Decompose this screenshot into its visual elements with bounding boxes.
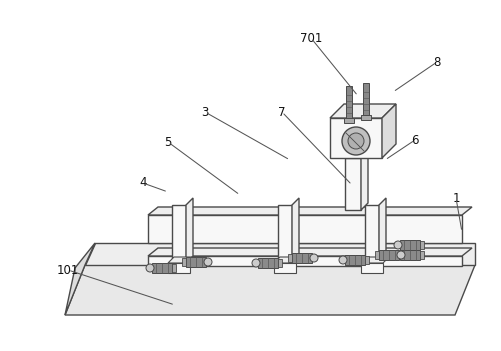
Polygon shape — [399, 250, 419, 260]
Polygon shape — [172, 264, 176, 272]
Polygon shape — [344, 158, 360, 210]
Circle shape — [347, 133, 363, 149]
Polygon shape — [344, 255, 364, 265]
Polygon shape — [148, 248, 471, 256]
Polygon shape — [360, 115, 370, 120]
Polygon shape — [148, 256, 461, 266]
Polygon shape — [258, 258, 278, 268]
Polygon shape — [378, 198, 385, 263]
Polygon shape — [378, 250, 398, 260]
Polygon shape — [360, 151, 367, 210]
Text: 101: 101 — [57, 264, 79, 277]
Polygon shape — [381, 104, 395, 158]
Polygon shape — [329, 118, 381, 158]
Polygon shape — [148, 215, 461, 243]
Polygon shape — [148, 207, 471, 215]
Polygon shape — [274, 263, 296, 273]
Polygon shape — [419, 251, 423, 259]
Polygon shape — [362, 83, 368, 115]
Text: 3: 3 — [201, 106, 208, 119]
Circle shape — [338, 256, 346, 264]
Circle shape — [252, 259, 260, 267]
Text: 8: 8 — [432, 55, 440, 68]
Polygon shape — [364, 205, 378, 263]
Circle shape — [310, 254, 317, 262]
Circle shape — [203, 258, 211, 266]
Circle shape — [393, 251, 401, 259]
Polygon shape — [360, 257, 388, 263]
Polygon shape — [168, 263, 189, 273]
Text: 5: 5 — [164, 135, 171, 148]
Circle shape — [396, 251, 404, 259]
Text: 7: 7 — [278, 106, 285, 119]
Polygon shape — [65, 243, 95, 315]
Polygon shape — [278, 259, 282, 267]
Circle shape — [393, 241, 401, 249]
Polygon shape — [364, 256, 368, 264]
Polygon shape — [343, 118, 353, 123]
Polygon shape — [186, 257, 205, 267]
Polygon shape — [360, 263, 382, 273]
Text: 4: 4 — [139, 177, 146, 190]
Polygon shape — [182, 258, 186, 266]
Polygon shape — [292, 253, 312, 263]
Polygon shape — [345, 86, 351, 118]
Polygon shape — [85, 243, 474, 265]
Polygon shape — [374, 251, 378, 259]
Text: 6: 6 — [410, 133, 418, 146]
Circle shape — [341, 127, 369, 155]
Polygon shape — [292, 198, 299, 263]
Circle shape — [146, 264, 154, 272]
Text: 701: 701 — [299, 32, 322, 45]
Polygon shape — [288, 254, 292, 262]
Polygon shape — [186, 198, 192, 263]
Polygon shape — [329, 104, 395, 118]
Polygon shape — [399, 240, 419, 250]
Polygon shape — [65, 265, 474, 315]
Polygon shape — [419, 241, 423, 249]
Polygon shape — [168, 257, 195, 263]
Polygon shape — [172, 205, 186, 263]
Polygon shape — [278, 205, 292, 263]
Text: 1: 1 — [451, 192, 459, 205]
Polygon shape — [152, 263, 172, 273]
Polygon shape — [274, 257, 302, 263]
